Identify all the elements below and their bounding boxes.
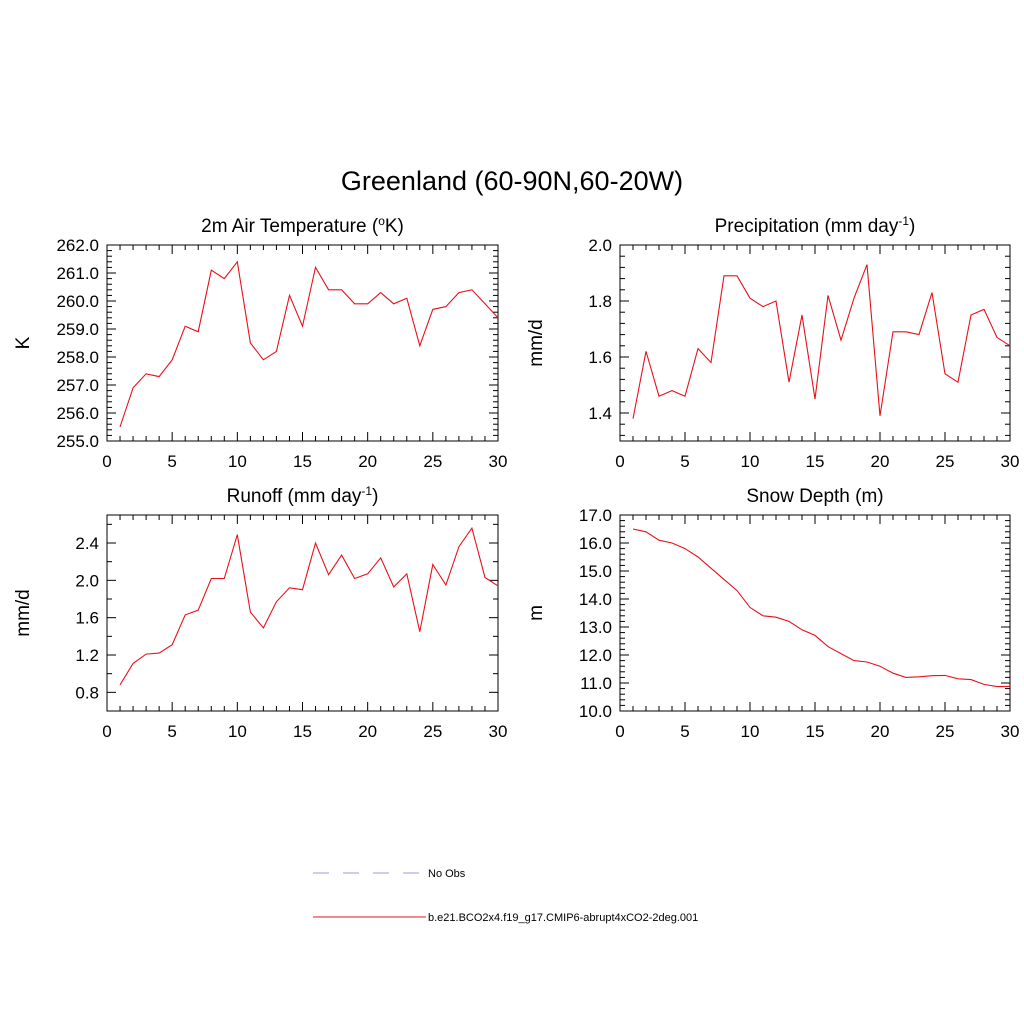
y-tick-label: 1.2 <box>75 646 99 665</box>
x-tick-label: 20 <box>871 452 890 471</box>
panel-title: 2m Air Temperature (oK) <box>201 214 404 237</box>
x-tick-label: 0 <box>102 452 111 471</box>
y-tick-label: 17.0 <box>579 506 612 525</box>
series-line <box>632 528 1011 688</box>
x-tick-label: 20 <box>871 722 890 741</box>
x-tick-label: 30 <box>1001 452 1020 471</box>
legend-label-no-obs: No Obs <box>428 868 466 880</box>
x-tick-label: 25 <box>936 722 955 741</box>
x-tick-label: 0 <box>615 722 624 741</box>
y-tick-label: 1.6 <box>75 609 99 628</box>
main-title: Greenland (60-90N,60-20W) <box>341 166 683 196</box>
plot-frame <box>106 514 499 712</box>
plot-frame <box>106 244 499 442</box>
x-tick-label: 15 <box>293 722 312 741</box>
y-tick-label: 262.0 <box>56 236 99 255</box>
y-tick-label: 256.0 <box>56 404 99 423</box>
y-tick-label: 2.0 <box>588 236 612 255</box>
y-tick-label: 14.0 <box>579 590 612 609</box>
x-tick-label: 25 <box>423 452 442 471</box>
y-tick-label: 1.4 <box>588 404 612 423</box>
y-tick-label: 11.0 <box>580 674 612 693</box>
y-tick-label: 13.0 <box>579 618 612 637</box>
x-tick-label: 5 <box>167 452 176 471</box>
y-tick-label: 2.4 <box>75 534 99 553</box>
y-tick-label: 1.6 <box>588 348 612 367</box>
y-tick-label: 1.8 <box>588 292 612 311</box>
x-tick-label: 0 <box>615 452 624 471</box>
x-tick-label: 15 <box>806 452 825 471</box>
x-tick-label: 0 <box>102 722 111 741</box>
panel-title: Precipitation (mm day-1) <box>715 214 916 237</box>
x-tick-label: 10 <box>228 722 247 741</box>
y-tick-label: 12.0 <box>579 646 612 665</box>
y-tick-label: 0.8 <box>75 683 99 702</box>
y-tick-label: 259.0 <box>56 320 99 339</box>
y-axis-label: mm/d <box>526 319 547 367</box>
y-axis-label: m <box>526 605 547 621</box>
x-tick-label: 5 <box>680 452 689 471</box>
x-tick-label: 10 <box>228 452 247 471</box>
y-tick-label: 10.0 <box>579 702 612 721</box>
y-tick-label: 258.0 <box>56 348 99 367</box>
plot-frame <box>619 514 1011 712</box>
panel-runoff: 0 5 10 15 20 25 30 0.8 1.2 1.6 2.0 2.4 Runoff (mm da… <box>13 484 507 741</box>
y-axis-label: K <box>13 336 34 349</box>
y-tick-label: 15.0 <box>579 562 612 581</box>
x-tick-label: 30 <box>489 452 508 471</box>
x-tick-label: 25 <box>936 452 955 471</box>
y-tick-label: 257.0 <box>56 376 99 395</box>
y-tick-label: 260.0 <box>56 292 99 311</box>
x-tick-label: 5 <box>680 722 689 741</box>
panel-air-temperature: 0 5 10 15 20 25 30 255.0 256.0 257.0 258.0 259.0 260… <box>13 214 507 471</box>
x-tick-label: 10 <box>741 452 760 471</box>
y-tick-label: 255.0 <box>56 432 99 451</box>
y-axis-label: mm/d <box>13 589 34 637</box>
panel-title: Runoff (mm day-1) <box>227 484 379 507</box>
x-tick-label: 10 <box>741 722 760 741</box>
x-tick-label: 15 <box>806 722 825 741</box>
x-tick-label: 30 <box>489 722 508 741</box>
y-tick-label: 16.0 <box>579 534 612 553</box>
legend-label-model: b.e21.BCO2x4.f19_g17.CMIP6-abrupt4xCO2-2… <box>428 912 698 924</box>
panel-precipitation: 0 5 10 15 20 25 30 1.4 1.6 1.8 2.0 Precipitation (m… <box>526 214 1019 471</box>
x-tick-label: 5 <box>167 722 176 741</box>
series-line <box>632 264 1011 419</box>
y-tick-label: 2.0 <box>75 571 99 590</box>
x-tick-label: 25 <box>423 722 442 741</box>
series-line <box>119 526 499 686</box>
x-tick-label: 20 <box>358 722 377 741</box>
legend: No Obs b.e21.BCO2x4.f19_g17.CMIP6-abrupt… <box>313 868 698 924</box>
plot-frame <box>619 244 1011 442</box>
x-tick-label: 30 <box>1001 722 1020 741</box>
panel-snow-depth: 0 5 10 15 20 25 30 10.0 11.0 12.0 13.0 14.0 15.0 16.0… <box>526 486 1019 741</box>
y-tick-label: 261.0 <box>56 264 99 283</box>
panel-title: Snow Depth (m) <box>746 486 883 507</box>
series-line <box>119 260 499 428</box>
x-tick-label: 15 <box>293 452 312 471</box>
x-tick-label: 20 <box>358 452 377 471</box>
